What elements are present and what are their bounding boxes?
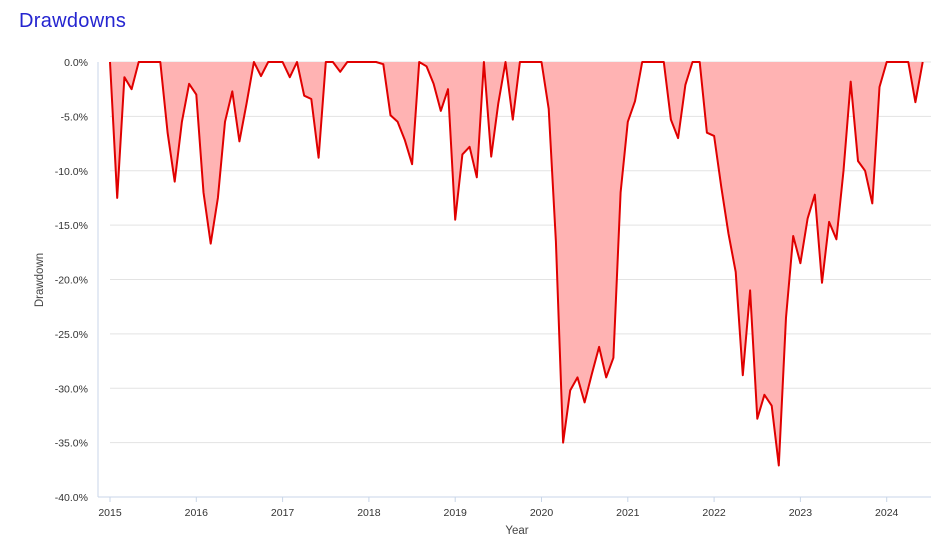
y-tick-label: -20.0% <box>55 275 88 287</box>
y-axis-title: Drawdown <box>34 253 46 307</box>
y-tick-labels: 0.0% -5.0% -10.0% -15.0% -20.0% -25.0% -30.0% -… <box>55 57 88 504</box>
x-tick-label: 2018 <box>357 507 381 519</box>
y-tick-label: -35.0% <box>55 438 88 450</box>
x-tick-label: 2019 <box>444 507 468 519</box>
x-tick-label: 2022 <box>702 507 726 519</box>
drawdown-line <box>109 61 924 467</box>
x-tick-label: 2017 <box>271 507 295 519</box>
x-tick-label: 2016 <box>185 507 209 519</box>
x-tick-label: 2024 <box>875 507 899 519</box>
x-tick-label: 2015 <box>98 507 122 519</box>
y-tick-label: -25.0% <box>55 329 88 341</box>
axes <box>97 62 931 502</box>
chart-title: Drawdowns <box>19 10 127 32</box>
x-tick-label: 2020 <box>530 507 554 519</box>
y-tick-label: -10.0% <box>55 166 88 178</box>
x-tick-labels: 2015 2016 2017 2018 2019 2020 2021 2022 2023 2024 <box>98 507 898 519</box>
y-tick-label: -40.0% <box>55 492 88 504</box>
x-tick-label: 2021 <box>616 507 640 519</box>
y-tick-label: 0.0% <box>64 57 88 69</box>
drawdown-area <box>110 62 923 466</box>
x-axis-title: Year <box>505 525 528 537</box>
y-tick-label: -5.0% <box>61 111 88 123</box>
y-tick-label: -30.0% <box>55 383 88 395</box>
x-tick-label: 2023 <box>789 507 813 519</box>
y-tick-label: -15.0% <box>55 220 88 232</box>
